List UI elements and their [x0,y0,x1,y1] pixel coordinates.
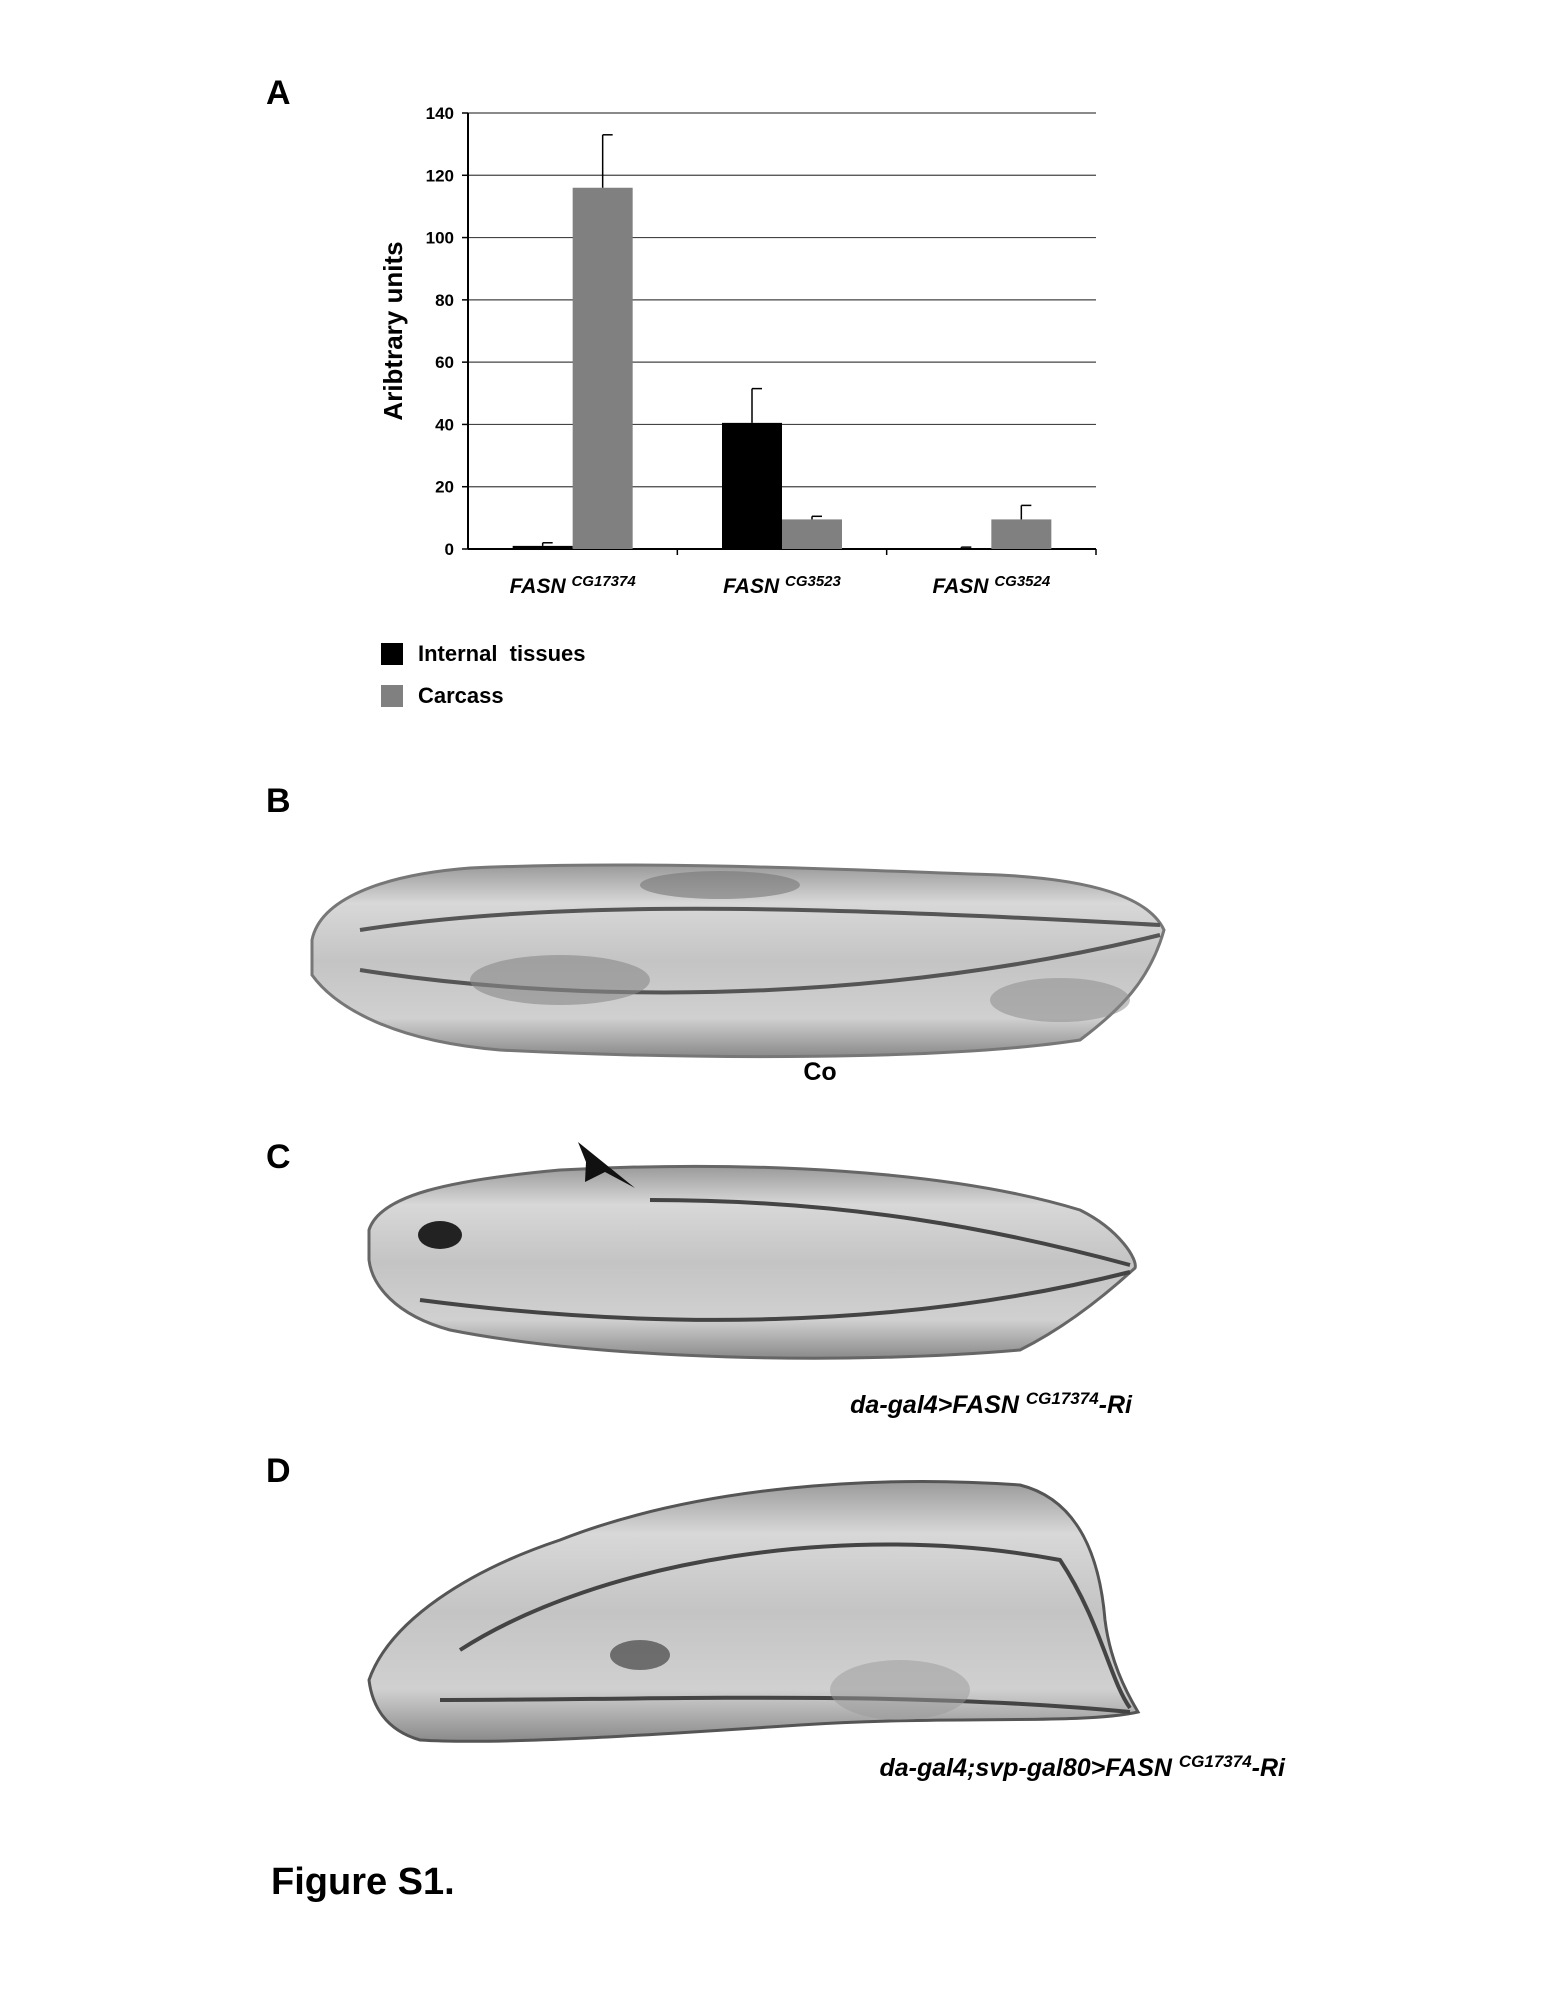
larva-image-d [367,1480,1141,1743]
panel-label: A [266,74,291,112]
y-tick-label: 120 [426,166,454,185]
y-tick-label: 20 [435,478,454,497]
error-bar [601,134,613,188]
category-superscript: CG3524 [994,573,1051,590]
larva-image-c [367,1142,1137,1360]
error-bar [1020,504,1032,520]
error-bar [811,515,822,520]
legend-swatch [381,685,403,707]
bar [722,422,782,549]
caption-part: -Ri [1099,1391,1133,1419]
caption-part: -Ri [1252,1754,1286,1782]
bar [782,519,842,549]
error-bar [751,387,762,423]
larva-image-b [310,863,1166,1059]
category-name: FASN [723,575,785,598]
panel-label: C [266,1138,291,1176]
y-tick-label: 0 [445,540,454,559]
panel-label: D [266,1452,291,1490]
y-tick-label: 40 [435,415,454,434]
legend-swatch [381,643,403,665]
figure-label: Figure S1. [271,1861,455,1903]
caption-part: CG17374 [1179,1752,1252,1771]
x-tick-label: FASN CG3524 [932,573,1050,598]
legend-label: Carcass [418,683,504,708]
y-axis-label: Aribtrary units [378,241,408,420]
y-tick-label: 60 [435,353,454,372]
panel-label: B [266,782,291,820]
bar [991,519,1052,549]
x-tick-label: FASN CG17374 [510,573,637,598]
bar [572,187,633,549]
panel-caption: Co [803,1058,836,1086]
category-name: FASN [510,575,572,598]
category-name: FASN [932,575,994,598]
bar [931,548,992,549]
y-tick-label: 140 [426,104,454,123]
bar [512,545,573,549]
caption-part: da-gal4>FASN [850,1391,1026,1419]
legend-label: Internal tissues [418,641,586,666]
category-superscript: CG3523 [785,573,842,590]
x-tick-label: FASN CG3523 [723,573,841,598]
error-bar [960,546,972,549]
caption-part: da-gal4;svp-gal80>FASN [879,1754,1178,1782]
caption-part: Co [803,1058,836,1086]
y-tick-label: 80 [435,291,454,310]
caption-part: CG17374 [1026,1389,1099,1408]
panel-caption: da-gal4>FASN CG17374-Ri [850,1389,1133,1419]
y-tick-label: 100 [426,229,454,248]
panel-caption: da-gal4;svp-gal80>FASN CG17374-Ri [879,1752,1286,1782]
category-superscript: CG17374 [571,573,636,590]
error-bar [541,542,553,546]
